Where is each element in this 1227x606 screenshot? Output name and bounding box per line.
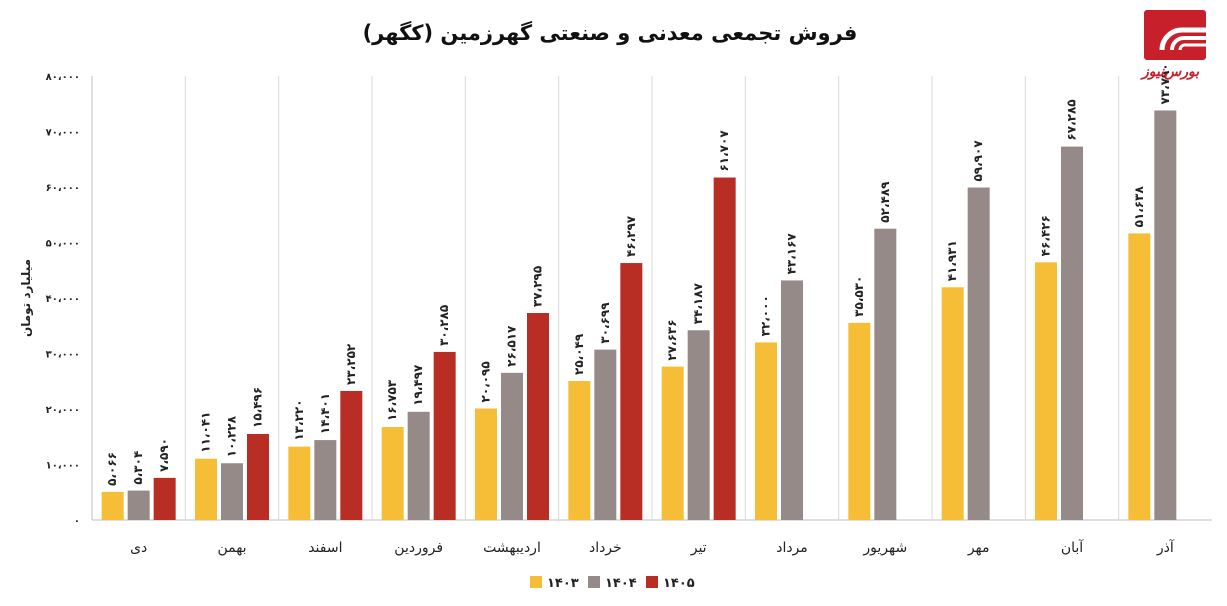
legend-swatch bbox=[588, 576, 600, 588]
y-tick-label: ۷۰،۰۰۰ bbox=[46, 128, 80, 139]
data-label: ۴۶،۲۹۷ bbox=[624, 215, 638, 257]
x-tick-label: اسفند bbox=[308, 540, 342, 556]
plot-area: ۰ ۱۰،۰۰۰ ۲۰،۰۰۰ ۳۰،۰۰۰ ۴۰،۰۰۰ ۵۰،۰۰۰ ۶۰،۰۰۰ ۷۰،… bbox=[46, 63, 1212, 556]
data-label: ۱۵،۴۹۶ bbox=[251, 387, 265, 428]
bar bbox=[221, 463, 243, 520]
bar bbox=[941, 287, 964, 520]
x-tick-label: آذر bbox=[1156, 539, 1175, 556]
y-tick-label: ۳۰،۰۰۰ bbox=[46, 350, 80, 361]
bar bbox=[527, 313, 549, 520]
data-label: ۲۷،۶۳۶ bbox=[665, 319, 679, 360]
data-label: ۱۳،۲۲۰ bbox=[292, 399, 306, 440]
x-tick-label: شهریور bbox=[862, 540, 907, 556]
bar bbox=[568, 380, 591, 520]
bar bbox=[1061, 146, 1083, 521]
x-tick-label: اردیبهشت bbox=[483, 540, 541, 556]
data-label: ۲۵،۰۴۹ bbox=[572, 333, 586, 375]
y-tick-label: ۰ bbox=[74, 516, 80, 527]
data-label: ۱۴،۴۰۱ bbox=[318, 393, 332, 434]
legend-label: ۱۴۰۳ bbox=[547, 576, 579, 591]
bar bbox=[687, 330, 710, 520]
bar bbox=[153, 477, 176, 520]
data-label: ۲۰،۰۹۵ bbox=[479, 361, 493, 402]
y-tick-label: ۲۰،۰۰۰ bbox=[46, 405, 80, 416]
bar bbox=[475, 408, 497, 520]
legend: ۱۴۰۳ ۱۴۰۴ ۱۴۰۵ bbox=[530, 576, 695, 591]
y-tick-label: ۵۰،۰۰۰ bbox=[46, 239, 80, 250]
data-label: ۵،۰۶۶ bbox=[105, 452, 119, 486]
bar bbox=[501, 372, 523, 520]
data-label: ۵،۳۰۴ bbox=[131, 451, 145, 485]
bar bbox=[967, 187, 990, 520]
bar bbox=[407, 411, 430, 520]
y-tick-label: ۱۰،۰۰۰ bbox=[46, 461, 80, 472]
chart-title: فروش تجمعی معدنی و صنعتی گهرزمین (کگهر) bbox=[363, 20, 858, 45]
data-label: ۶۱،۷۰۷ bbox=[717, 130, 731, 172]
x-tick-label: فروردین bbox=[394, 540, 443, 556]
data-label: ۱۰،۲۲۸ bbox=[225, 415, 239, 457]
x-tick-label: آبان bbox=[1061, 539, 1084, 556]
y-tick-label: ۶۰،۰۰۰ bbox=[46, 183, 80, 194]
data-label: ۵۹،۹۰۷ bbox=[971, 140, 985, 182]
y-tick-label: ۴۰،۰۰۰ bbox=[46, 294, 80, 305]
data-label: ۴۱،۹۳۱ bbox=[945, 240, 959, 281]
data-label: ۷،۵۹۰ bbox=[157, 438, 171, 472]
data-label: ۱۹،۴۹۷ bbox=[411, 364, 425, 406]
legend-label: ۱۴۰۴ bbox=[605, 576, 637, 591]
bar bbox=[594, 349, 617, 520]
bar bbox=[848, 322, 871, 520]
data-label: ۳۷،۲۹۵ bbox=[531, 266, 545, 307]
data-label: ۴۳،۱۶۷ bbox=[785, 233, 799, 275]
bar bbox=[340, 390, 363, 520]
bar bbox=[433, 351, 456, 520]
x-tick-label: دی bbox=[130, 540, 147, 556]
bar bbox=[1128, 233, 1151, 520]
data-label: ۳۵،۵۳۰ bbox=[852, 276, 866, 317]
data-label: ۳۲،۰۰۰ bbox=[759, 295, 773, 336]
x-tick-label: خرداد bbox=[589, 540, 622, 556]
legend-swatch bbox=[646, 576, 658, 588]
bar bbox=[314, 440, 337, 520]
legend-label: ۱۴۰۵ bbox=[663, 576, 695, 591]
x-tick-label: مرداد bbox=[776, 540, 808, 556]
brand-logo-text: بورس‌نیوز bbox=[1142, 64, 1200, 80]
bar bbox=[713, 177, 736, 520]
x-tick-label: مهر bbox=[967, 540, 990, 556]
bar bbox=[661, 366, 684, 520]
bar bbox=[381, 427, 404, 520]
data-label: ۳۰،۶۹۹ bbox=[598, 302, 612, 344]
x-tick-label: بهمن bbox=[217, 540, 246, 556]
bar bbox=[620, 263, 643, 520]
data-label: ۳۰،۲۸۵ bbox=[437, 305, 451, 346]
bar bbox=[195, 458, 217, 520]
data-label: ۲۳،۲۵۲ bbox=[344, 343, 358, 385]
data-label: ۶۷،۲۸۵ bbox=[1065, 99, 1079, 140]
bar bbox=[101, 491, 124, 520]
bar bbox=[1154, 110, 1177, 520]
y-tick-label: ۸۰،۰۰۰ bbox=[46, 72, 80, 83]
y-axis-label: میلیارد تومان bbox=[19, 259, 34, 337]
data-label: ۱۶،۷۵۳ bbox=[385, 379, 399, 421]
bar bbox=[1035, 262, 1057, 520]
data-label: ۴۶،۴۲۶ bbox=[1039, 215, 1053, 256]
data-label: ۵۱،۶۳۸ bbox=[1132, 186, 1146, 228]
bar bbox=[874, 228, 897, 521]
bar bbox=[247, 433, 269, 520]
data-label: ۵۲،۴۸۹ bbox=[878, 181, 892, 223]
data-label: ۱۱،۰۴۱ bbox=[199, 412, 213, 453]
bar bbox=[755, 342, 777, 520]
brand-logo-icon bbox=[1144, 10, 1206, 60]
data-label: ۲۶،۵۱۷ bbox=[505, 325, 519, 367]
brand-logo: بورس‌نیوز bbox=[1140, 6, 1212, 94]
legend-swatch bbox=[530, 576, 542, 588]
bar bbox=[781, 280, 803, 520]
data-label: ۳۴،۱۸۷ bbox=[691, 282, 705, 324]
bar bbox=[127, 490, 150, 520]
data-label: ۷۳،۷۹۰ bbox=[1158, 63, 1172, 104]
bar bbox=[288, 446, 311, 520]
x-tick-label: تیر bbox=[690, 540, 707, 556]
